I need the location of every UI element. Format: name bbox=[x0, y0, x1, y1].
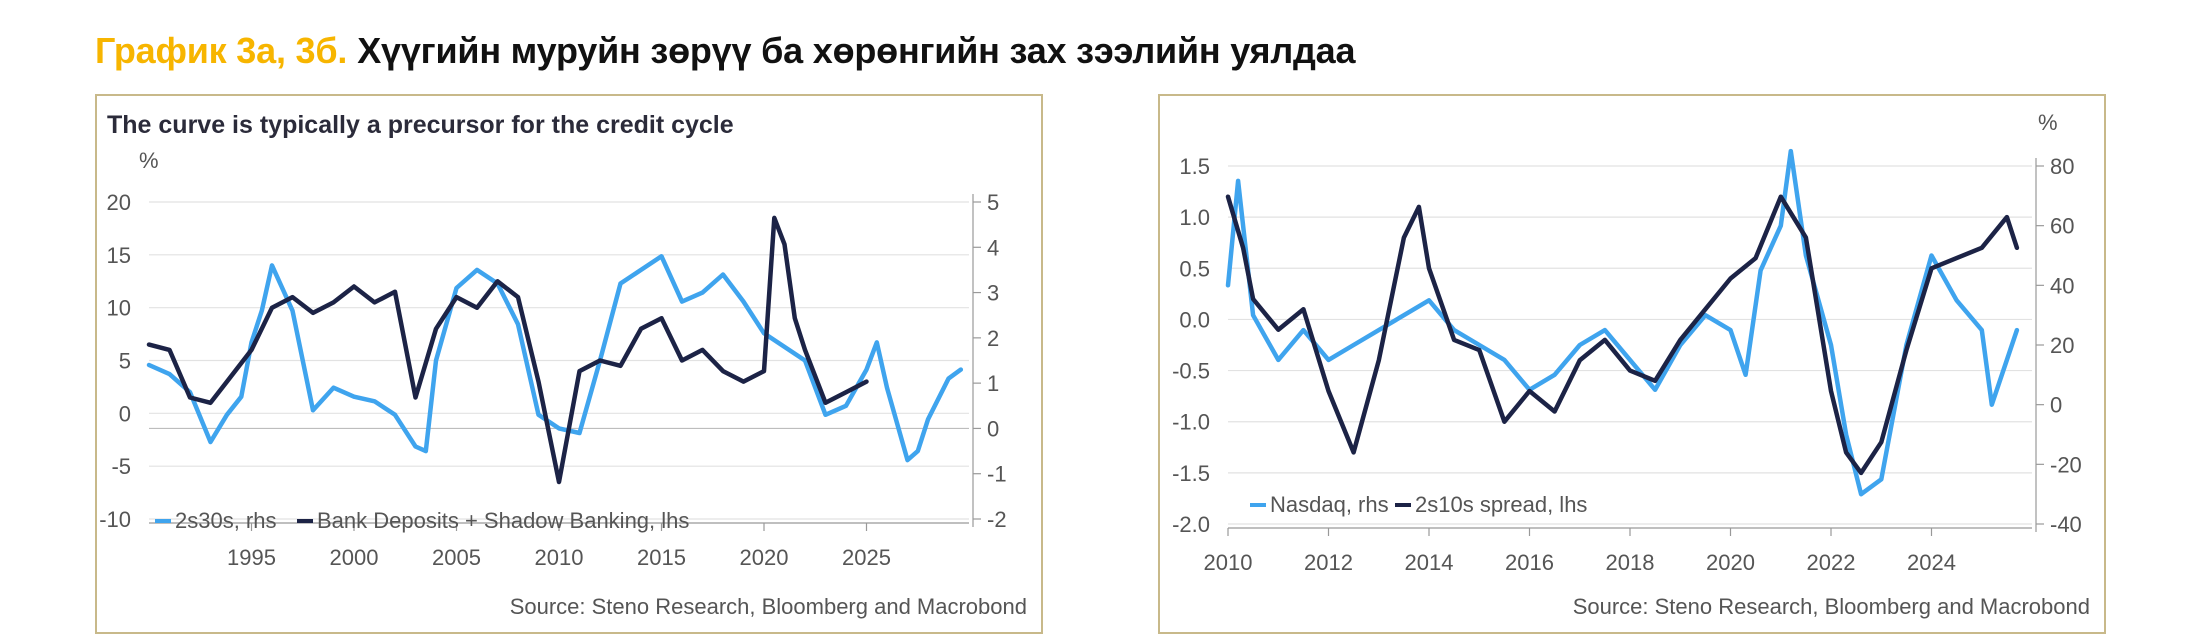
series-line-2 bbox=[146, 215, 869, 485]
x-tick-label: 2016 bbox=[1505, 550, 1554, 575]
right-tick-label: 0 bbox=[2050, 393, 2062, 418]
x-tick-label: 1995 bbox=[227, 545, 276, 570]
left-axis-unit: % bbox=[139, 148, 159, 173]
left-tick-label: 15 bbox=[107, 243, 131, 268]
right-tick-label: 5 bbox=[987, 190, 999, 215]
chart-title: The curve is typically a precursor for t… bbox=[107, 111, 734, 139]
right-tick-label: -40 bbox=[2050, 512, 2082, 537]
x-tick-label: 2020 bbox=[1706, 550, 1755, 575]
x-tick-label: 2012 bbox=[1304, 550, 1353, 575]
x-tick-label: 2020 bbox=[740, 545, 789, 570]
right-tick-label: -20 bbox=[2050, 452, 2082, 477]
legend-label: Bank Deposits + Shadow Banking, lhs bbox=[317, 508, 689, 533]
legend-label: 2s10s spread, lhs bbox=[1415, 492, 1587, 517]
left-tick-label: 1.5 bbox=[1179, 154, 1210, 179]
figure-header: График 3а, 3б. Хүүгийн муруйн зөрүү ба хө… bbox=[95, 30, 1356, 72]
right-tick-label: 80 bbox=[2050, 154, 2074, 179]
series-line-1 bbox=[1225, 148, 2020, 497]
chart-panel-nasdaq: 1.5 1.0 0.5 0.0 -0.5 -1.0 -1.5 -2.0 80 60 40 20 0 -20… bbox=[1158, 94, 2106, 634]
right-tick-label: 4 bbox=[987, 235, 999, 260]
left-tick-label: -10 bbox=[99, 507, 131, 532]
left-tick-label: 0.5 bbox=[1179, 256, 1210, 281]
series-line-2 bbox=[1225, 194, 2020, 476]
right-tick-label: -1 bbox=[987, 462, 1007, 487]
right-tick-label: 20 bbox=[2050, 333, 2074, 358]
x-tick-label: 2000 bbox=[330, 545, 379, 570]
x-tick-label: 2010 bbox=[1204, 550, 1253, 575]
left-tick-label: 0.0 bbox=[1179, 307, 1210, 332]
x-tick-label: 2022 bbox=[1807, 550, 1856, 575]
chart-panel-credit-cycle: 20 15 10 5 0 -5 -10 5 4 3 2 1 0 -1 -2 1995 2000 2005 2010 2… bbox=[95, 94, 1043, 634]
right-axis-unit: % bbox=[2038, 110, 2058, 135]
left-tick-label: -2.0 bbox=[1172, 512, 1210, 537]
right-tick-label: 0 bbox=[987, 416, 999, 441]
x-tick-label: 2015 bbox=[637, 545, 686, 570]
left-tick-label: -0.5 bbox=[1172, 359, 1210, 384]
right-tick-label: -2 bbox=[987, 507, 1007, 532]
right-tick-label: 40 bbox=[2050, 273, 2074, 298]
chart-nasdaq-spread: 1.5 1.0 0.5 0.0 -0.5 -1.0 -1.5 -2.0 80 60 40 20 0 -20… bbox=[1172, 110, 2090, 619]
figure-label: График 3а, 3б. bbox=[95, 30, 348, 71]
x-tick-label: 2010 bbox=[535, 545, 584, 570]
x-tick-label: 2024 bbox=[1907, 550, 1956, 575]
x-tick-label: 2018 bbox=[1606, 550, 1655, 575]
left-tick-label: 10 bbox=[107, 296, 131, 321]
left-tick-label: 0 bbox=[119, 401, 131, 426]
legend-label: Nasdaq, rhs bbox=[1270, 492, 1389, 517]
x-tick-label: 2014 bbox=[1405, 550, 1454, 575]
right-tick-label: 1 bbox=[987, 371, 999, 396]
left-tick-label: 5 bbox=[119, 349, 131, 374]
legend-label: 2s30s, rhs bbox=[175, 508, 277, 533]
figure-title: Хүүгийн муруйн зөрүү ба хөрөнгийн зах зэ… bbox=[357, 30, 1356, 71]
left-tick-label: -5 bbox=[111, 454, 131, 479]
right-tick-label: 3 bbox=[987, 281, 999, 306]
chart-source: Source: Steno Research, Bloomberg and Ma… bbox=[510, 594, 1027, 619]
right-tick-label: 2 bbox=[987, 326, 999, 351]
x-tick-label: 2025 bbox=[842, 545, 891, 570]
left-tick-label: -1.0 bbox=[1172, 410, 1210, 435]
left-tick-label: 20 bbox=[107, 190, 131, 215]
x-tick-label: 2005 bbox=[432, 545, 481, 570]
left-tick-label: 1.0 bbox=[1179, 205, 1210, 230]
chart-source: Source: Steno Research, Bloomberg and Ma… bbox=[1573, 594, 2090, 619]
series-line-1 bbox=[146, 254, 964, 463]
right-tick-label: 60 bbox=[2050, 214, 2074, 239]
left-tick-label: -1.5 bbox=[1172, 461, 1210, 486]
